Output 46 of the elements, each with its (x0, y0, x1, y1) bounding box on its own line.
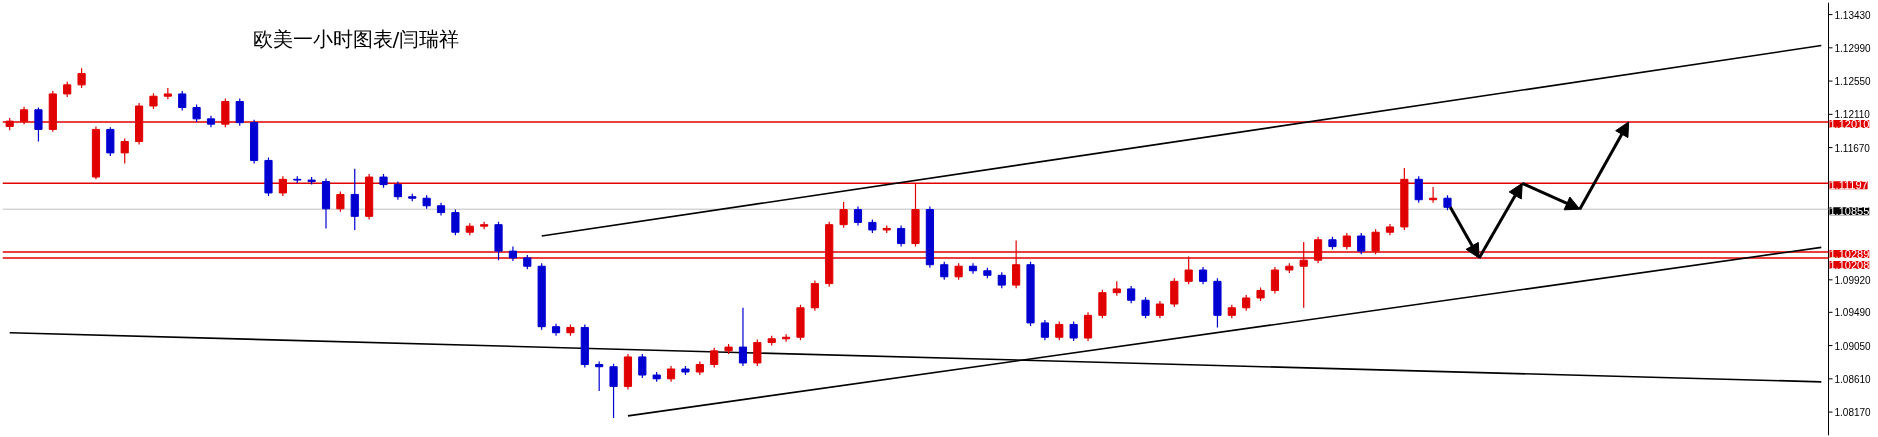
y-tick-label: 1.09490 (1834, 307, 1872, 319)
candlestick (34, 106, 43, 143)
ref-line-label: 1.10289 (1829, 247, 1870, 260)
candlestick (336, 190, 345, 213)
candlestick (1040, 319, 1049, 341)
candlestick (77, 67, 86, 89)
candlestick (1141, 296, 1150, 319)
candlestick (178, 90, 187, 112)
candlestick (120, 137, 129, 165)
y-tick-label: 1.09050 (1834, 340, 1872, 352)
y-tick-label: 1.11670 (1834, 142, 1871, 154)
candlestick (609, 363, 618, 419)
y-tick-label: 1.08610 (1834, 373, 1872, 385)
ref-line-label: 1.12010 (1829, 117, 1870, 130)
candlestick (1098, 289, 1107, 319)
y-tick-label: 1.12550 (1834, 76, 1872, 88)
y-tick-label: 1.12990 (1834, 42, 1872, 54)
candlestick (710, 347, 719, 369)
candlestick (1069, 320, 1078, 342)
candlestick (1083, 311, 1093, 342)
ref-line-label: 1.11197 (1829, 179, 1868, 192)
y-tick-label: 1.13430 (1834, 9, 1872, 21)
text: 欧美一小时图表/闫瑞祥 (252, 26, 460, 51)
candlestick (897, 224, 906, 248)
y-tick-label: 1.09920 (1834, 274, 1872, 286)
candlestick (451, 208, 460, 236)
candlestick (1270, 266, 1280, 295)
candlestick (940, 261, 949, 281)
candlestick (1357, 232, 1366, 255)
candlestick (638, 353, 647, 379)
ref-line-label: 1.10208 (1829, 259, 1870, 272)
candlestick (1170, 277, 1179, 308)
candlestick (595, 360, 604, 392)
candlestick (839, 201, 848, 229)
candlestick (853, 205, 863, 227)
candlestick (106, 126, 115, 157)
candlestick (350, 168, 359, 231)
candlestick (1055, 320, 1064, 341)
candlestick (235, 97, 244, 127)
candlestick (1414, 175, 1423, 204)
candlestick (393, 180, 402, 201)
candlestick (968, 262, 978, 275)
y-tick-label: 1.08170 (1834, 407, 1872, 419)
ref-line-label: 1.10855 (1829, 205, 1870, 218)
candlestick (753, 338, 762, 367)
candlestick (738, 307, 748, 367)
